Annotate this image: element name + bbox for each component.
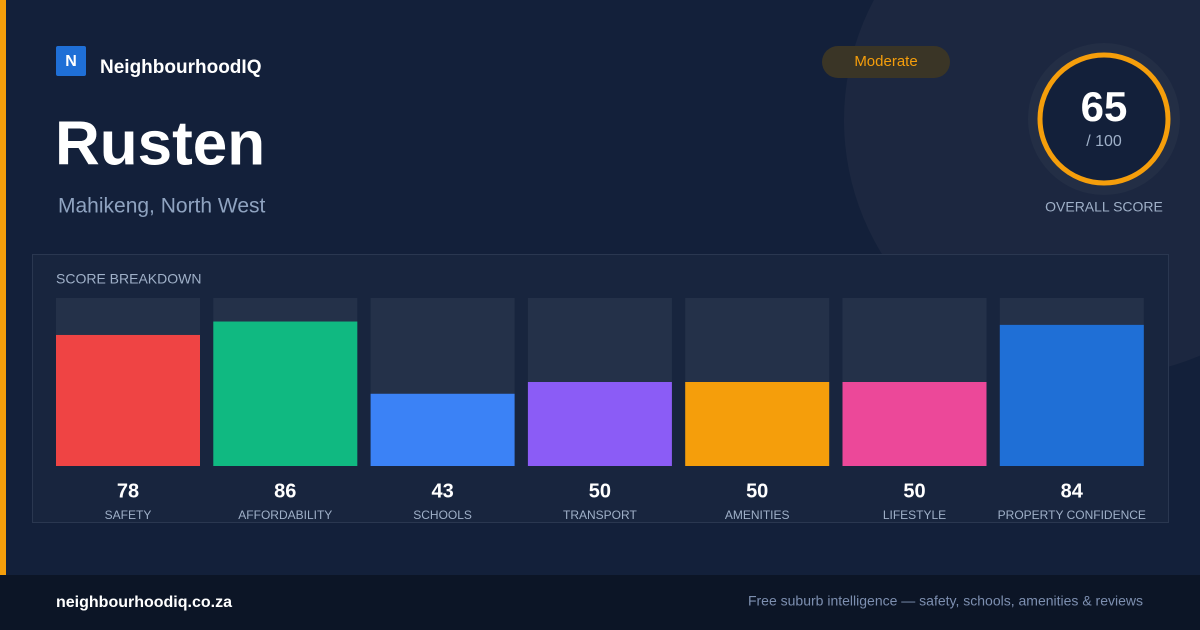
bar [370,393,515,466]
value-label: 84 [1061,480,1084,502]
overall-label: OVERALL SCORE [1045,199,1163,215]
footer-tagline: Free suburb intelligence — safety, schoo… [748,593,1143,609]
category-label: SCHOOLS [413,508,472,522]
page-title: Rusten [55,109,265,178]
bar [685,382,830,466]
category-label: AMENITIES [725,508,790,522]
value-label: 86 [274,480,296,502]
badge-text: Moderate [854,53,917,70]
value-label: 50 [746,480,768,502]
score-ring [1037,52,1171,186]
bar [999,324,1144,466]
subtitle: Mahikeng, North West [58,195,266,218]
logo-letter: N [65,53,77,70]
value-label: 78 [117,480,139,502]
footer-site: neighbourhoodiq.co.za [56,594,232,611]
bar [842,382,987,466]
category-label: TRANSPORT [563,508,637,522]
category-label: PROPERTY CONFIDENCE [998,508,1146,522]
badge [822,46,950,78]
value-label: 43 [431,480,453,502]
overall-score: 65 [1081,83,1128,130]
overall-out-of: / 100 [1086,133,1122,150]
chart-title: SCORE BREAKDOWN [56,271,201,287]
bar [527,382,672,466]
value-label: 50 [903,480,925,502]
category-label: LIFESTYLE [883,508,946,522]
bar [213,321,358,466]
brand-name: NeighbourhoodIQ [100,57,261,78]
accent-stripe [0,0,6,575]
category-label: AFFORDABILITY [238,508,332,522]
logo-box [56,46,86,76]
category-label: SAFETY [105,508,152,522]
value-label: 50 [589,480,611,502]
bars: 78 SAFETY 86 AFFORDABILITY 43 SCHOOLS 50 TRANSP… [56,298,1146,522]
footer-bar [0,575,1200,630]
bar [56,334,200,466]
